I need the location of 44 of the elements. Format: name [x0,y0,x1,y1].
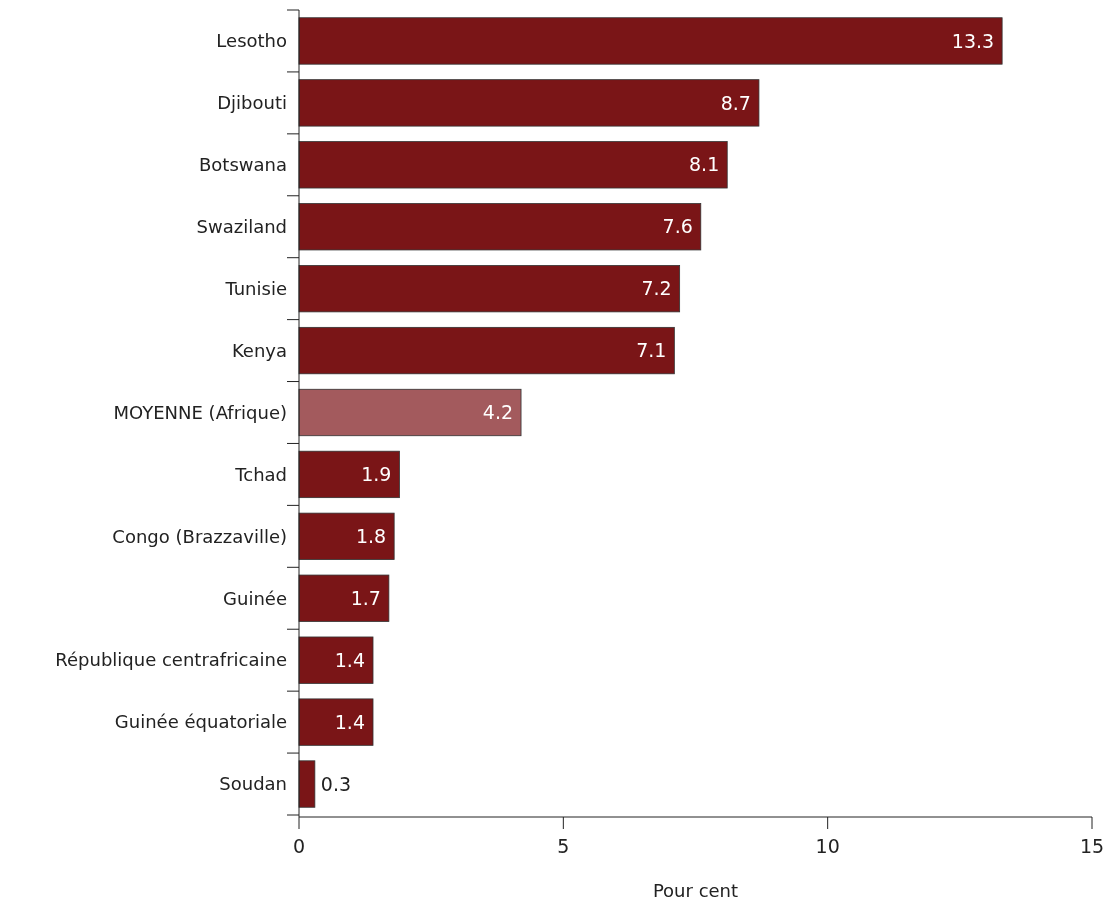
bar [298,141,728,189]
data-label: 1.7 [350,586,381,609]
data-label: 1.8 [355,525,387,547]
y-tick-label: Djibouti [217,92,287,114]
data-label: 1.4 [334,648,366,671]
y-tick-label: MOYENNE (Afrique) [113,401,287,423]
data-label: 4.2 [482,401,514,424]
bar [298,326,675,375]
data-label: 7.6 [662,215,693,238]
y-tick-label: Tunisie [224,277,287,299]
y-tick-label: Tchad [234,463,287,485]
y-tick-label: Soudan [219,773,287,795]
x-tick-label: 5 [557,835,570,857]
y-tick-label: Botswana [199,154,287,176]
x-tick-label: 10 [815,835,840,857]
bar [298,636,374,684]
data-label: 7.1 [636,339,667,362]
y-tick-label: Congo (Brazzaville) [112,525,287,547]
bar [298,698,374,746]
y-tick-label: Guinée équatoriale [114,711,287,733]
data-label: 0.3 [320,772,352,795]
y-tick-label: Kenya [231,339,287,361]
data-label: 1.4 [334,710,366,733]
data-label: 8.7 [720,91,751,114]
x-axis-title: Pour cent [652,880,739,901]
y-tick-label: République centrafricaine [55,649,287,671]
bar [298,450,400,499]
bar [298,512,395,560]
bar [298,265,681,313]
bar [298,203,702,251]
data-label: 8.1 [689,153,720,176]
y-tick-label: Swaziland [196,216,287,238]
data-label: 7.2 [641,277,672,300]
data-label: 13.3 [951,29,995,52]
bar [298,79,760,127]
bar [298,388,522,437]
x-tick-label: 0 [292,835,306,857]
y-tick-label: Lesotho [216,30,287,52]
y-tick-label: Guinée [223,587,287,609]
bar [298,574,390,622]
data-label: 1.9 [361,463,392,486]
x-tick-label: 15 [1079,835,1105,857]
bar [298,17,1003,65]
bar [298,760,316,808]
